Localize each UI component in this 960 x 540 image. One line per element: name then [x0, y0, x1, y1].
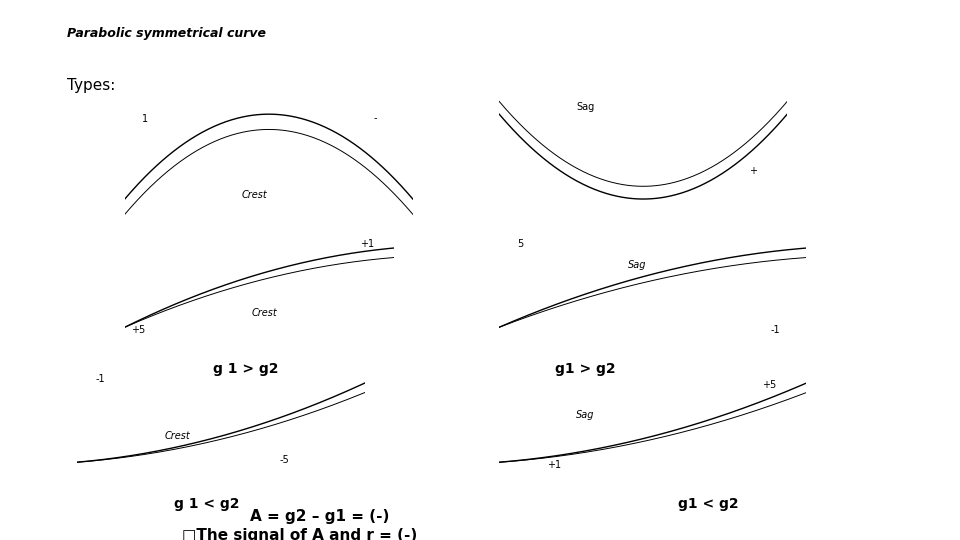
Text: +5: +5: [762, 380, 777, 390]
Text: +: +: [749, 166, 756, 176]
Text: -5: -5: [279, 455, 289, 465]
Text: g 1 < g2: g 1 < g2: [174, 497, 239, 511]
Text: -: -: [373, 113, 377, 124]
Text: g 1 > g2: g 1 > g2: [213, 362, 278, 376]
Text: Types:: Types:: [67, 78, 115, 93]
Text: Crest: Crest: [242, 190, 267, 200]
Text: +5: +5: [132, 325, 145, 335]
Text: -1: -1: [771, 325, 780, 335]
Text: A = g2 – g1 = (-): A = g2 – g1 = (-): [250, 509, 389, 524]
Text: -1: -1: [95, 374, 105, 384]
Text: g1 > g2: g1 > g2: [555, 362, 615, 376]
Text: +1: +1: [547, 460, 562, 470]
Text: +1: +1: [360, 239, 373, 249]
Text: Sag: Sag: [576, 102, 595, 112]
Text: Sag: Sag: [576, 410, 594, 420]
Text: Crest: Crest: [165, 431, 190, 441]
Text: □The signal of A and r = (-): □The signal of A and r = (-): [182, 528, 418, 540]
Text: g1 < g2: g1 < g2: [678, 497, 738, 511]
Text: 5: 5: [517, 239, 524, 249]
Text: Sag: Sag: [628, 260, 647, 271]
Text: 1: 1: [142, 113, 148, 124]
Text: Parabolic symmetrical curve: Parabolic symmetrical curve: [67, 27, 266, 40]
Text: Crest: Crest: [252, 308, 277, 318]
